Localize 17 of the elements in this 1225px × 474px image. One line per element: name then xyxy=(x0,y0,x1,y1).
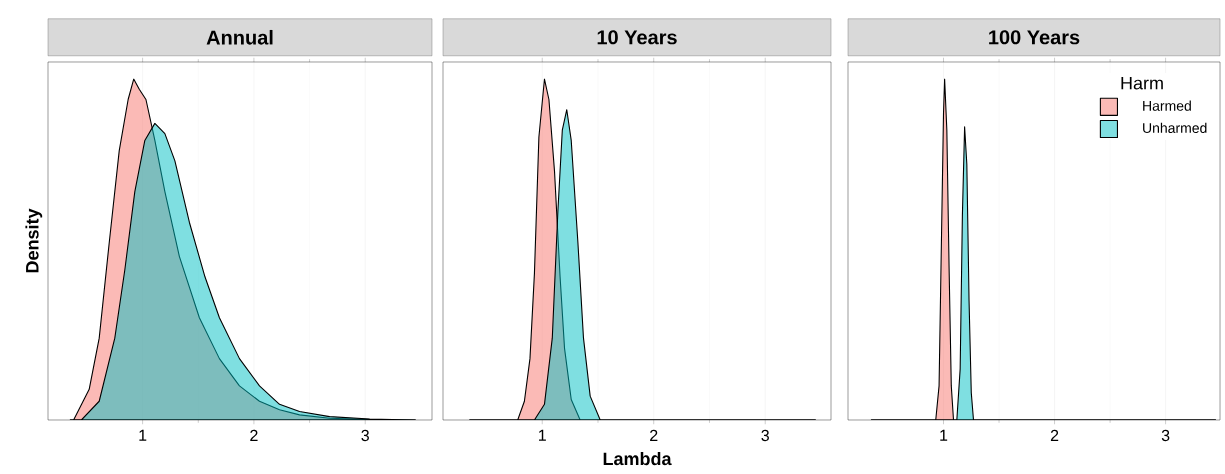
chart-title: 10 Years xyxy=(597,30,677,45)
chart-title: Annual xyxy=(206,29,273,45)
x-tick-label: 1 xyxy=(940,429,948,441)
x-tick-label: 2 xyxy=(1050,429,1059,441)
chart-title: 100 Years xyxy=(989,30,1080,45)
x-axis-title: Lambda xyxy=(603,451,672,466)
legend-title: Harm xyxy=(1121,76,1163,90)
x-tick-label: 2 xyxy=(650,429,658,441)
y-axis-title: Density xyxy=(25,208,43,273)
x-tick-label: 3 xyxy=(361,429,369,442)
legend-label: Unharmed xyxy=(1143,122,1207,133)
x-tick-label: 1 xyxy=(539,429,546,441)
legend-label: Harmed xyxy=(1143,100,1191,111)
x-tick-label: 1 xyxy=(139,429,147,441)
x-tick-label: 3 xyxy=(761,429,769,442)
x-tick-label: 3 xyxy=(1161,429,1170,442)
x-tick-label: 2 xyxy=(250,429,258,441)
